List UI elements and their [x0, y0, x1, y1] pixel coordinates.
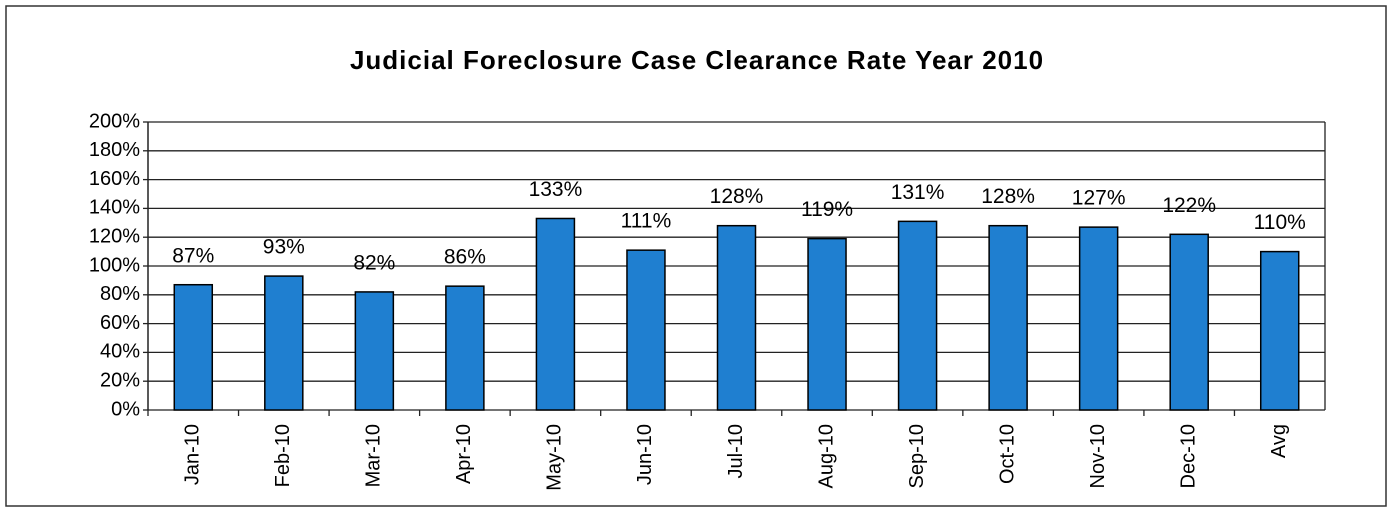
x-tick-label: May-10	[544, 424, 566, 491]
value-label: 110%	[1254, 211, 1306, 234]
y-tick-label: 20%	[100, 369, 140, 391]
y-tick-label: 60%	[100, 312, 140, 334]
y-tick-label: 40%	[100, 341, 140, 363]
y-tick-label: 200%	[89, 110, 140, 132]
y-tick-label: 140%	[89, 197, 140, 219]
bar	[173, 283, 214, 411]
bar	[626, 249, 666, 411]
y-tick-label: 120%	[89, 225, 140, 247]
chart-title: Judicial Foreclosure Case Clearance Rate…	[350, 45, 1044, 75]
bar	[1259, 250, 1300, 411]
bar	[535, 217, 576, 411]
value-label: 131%	[891, 181, 945, 204]
bar	[716, 224, 757, 411]
bar	[1078, 226, 1119, 411]
y-tick-label: 180%	[89, 139, 140, 161]
bar	[264, 275, 304, 411]
bar	[807, 237, 847, 411]
x-tick-label: Nov-10	[1087, 424, 1109, 488]
bar	[445, 285, 485, 411]
x-tick-label: Oct-10	[996, 424, 1018, 484]
x-tick-label: Apr-10	[453, 424, 475, 484]
x-tick-label: Dec-10	[1177, 424, 1199, 488]
y-tick-label: 100%	[89, 254, 140, 276]
value-label: 82%	[353, 251, 395, 274]
bar	[897, 220, 938, 411]
x-tick-label: Jan-10	[182, 424, 204, 485]
value-label: 122%	[1162, 194, 1216, 217]
value-label: 133%	[529, 178, 583, 201]
y-tick-label: 0%	[111, 398, 140, 420]
value-label: 127%	[1072, 187, 1126, 210]
value-label: 87%	[172, 244, 214, 267]
bar	[988, 224, 1028, 411]
value-label: 86%	[444, 246, 486, 269]
y-tick-label: 80%	[100, 283, 140, 305]
bar	[354, 291, 395, 411]
x-tick-label: Mar-10	[363, 424, 385, 487]
value-label: 119%	[801, 198, 853, 221]
value-label: 128%	[710, 185, 764, 208]
x-tick-label: Avg	[1268, 424, 1290, 458]
y-tick-label: 160%	[89, 168, 140, 190]
chart-frame	[5, 5, 1387, 507]
x-tick-label: Jul-10	[725, 424, 747, 478]
x-tick-label: Feb-10	[272, 424, 294, 487]
value-label: 128%	[981, 185, 1035, 208]
bar	[1169, 233, 1209, 411]
x-tick-label: Sep-10	[906, 424, 928, 489]
value-label: 111%	[621, 210, 672, 233]
x-tick-label: Jun-10	[634, 424, 656, 485]
value-label: 93%	[263, 236, 305, 259]
x-tick-label: Aug-10	[815, 424, 837, 489]
